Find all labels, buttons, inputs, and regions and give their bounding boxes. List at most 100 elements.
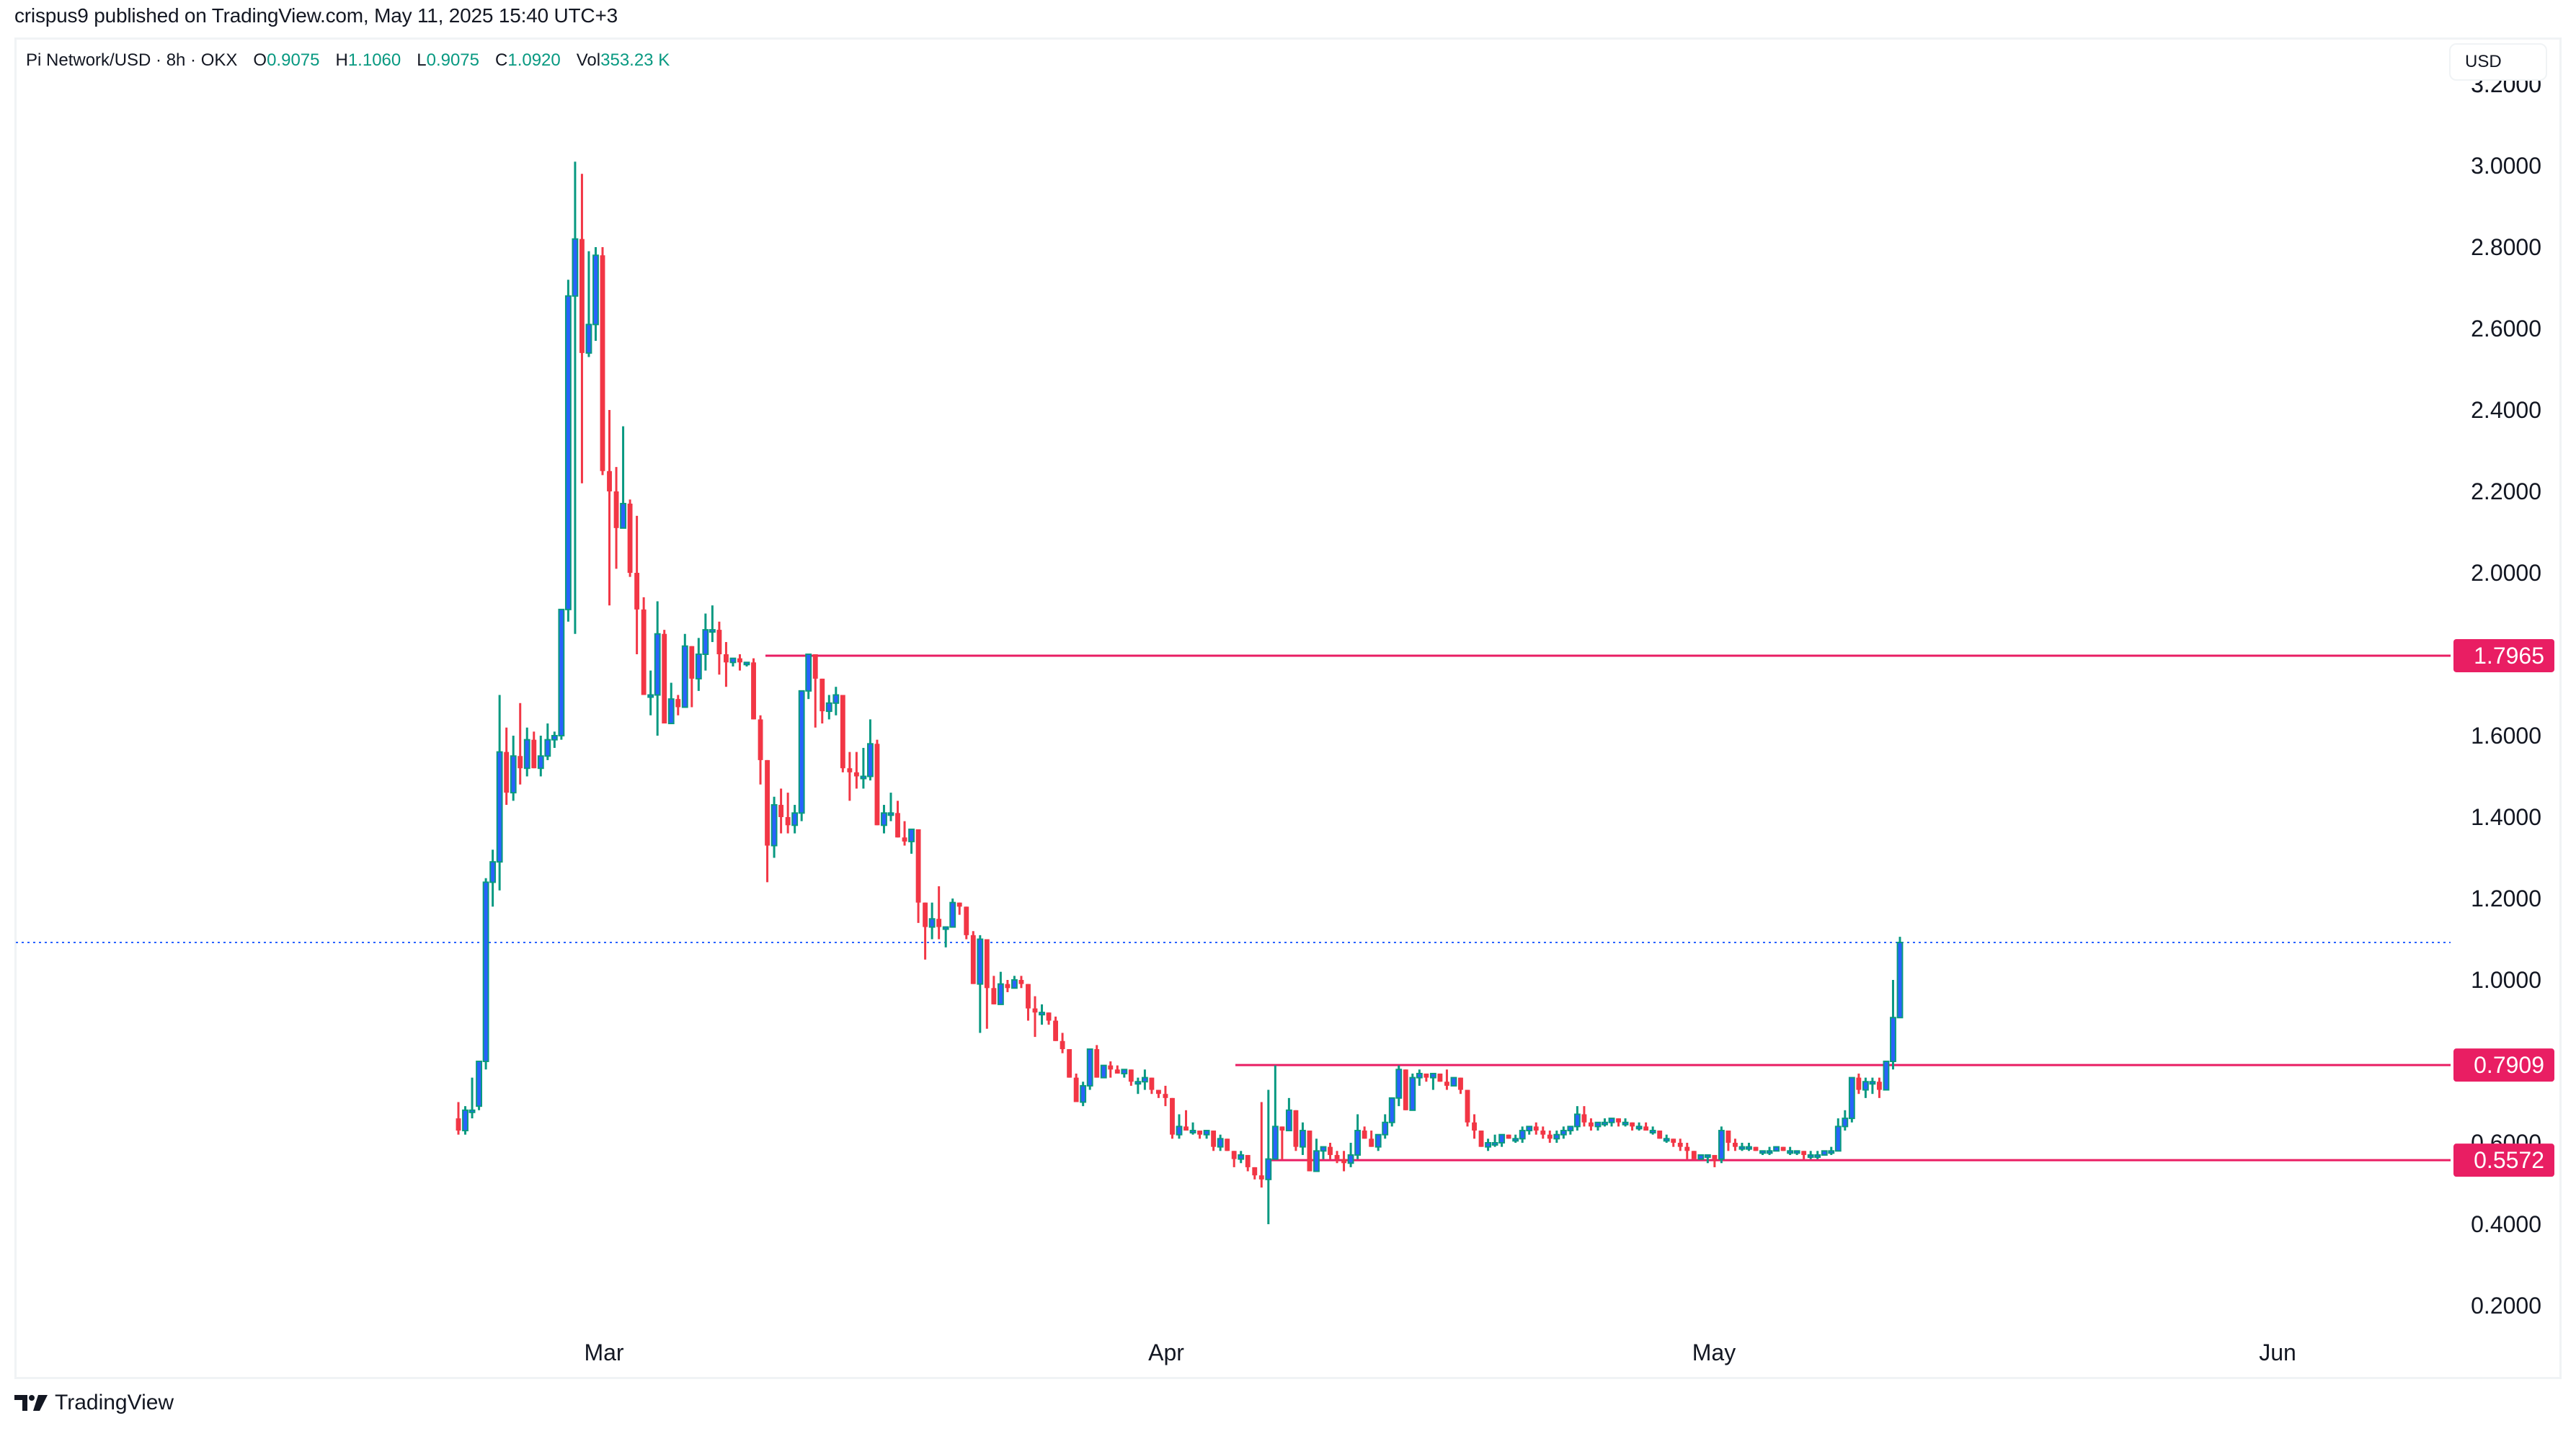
candle[interactable]	[1189, 1122, 1196, 1135]
candle[interactable]	[1011, 976, 1018, 989]
candle[interactable]	[462, 1106, 468, 1135]
candle[interactable]	[874, 739, 880, 826]
candle[interactable]	[1485, 1138, 1491, 1151]
candle[interactable]	[600, 247, 605, 476]
candle[interactable]	[1217, 1134, 1224, 1151]
candle[interactable]	[1320, 1146, 1327, 1159]
horizontal-levels[interactable]	[765, 654, 2451, 1162]
candle[interactable]	[991, 976, 997, 1004]
candle[interactable]	[902, 821, 907, 846]
candle[interactable]	[558, 608, 565, 740]
candle[interactable]	[751, 658, 756, 720]
candle[interactable]	[1856, 1073, 1862, 1095]
candle[interactable]	[689, 646, 695, 708]
candle[interactable]	[620, 426, 627, 529]
candle[interactable]	[1149, 1077, 1155, 1095]
tradingview-brand[interactable]: TradingView	[14, 1391, 174, 1415]
candle[interactable]	[1374, 1133, 1382, 1151]
candle[interactable]	[1121, 1069, 1128, 1078]
candle[interactable]	[531, 731, 537, 769]
candle[interactable]	[518, 703, 523, 785]
candle[interactable]	[1458, 1077, 1463, 1095]
price-axis[interactable]: 3.20003.00002.80002.60002.40002.20002.00…	[2471, 71, 2541, 1319]
candle[interactable]	[1506, 1134, 1511, 1139]
candle[interactable]	[1086, 1048, 1093, 1090]
candle[interactable]	[1395, 1065, 1403, 1107]
candle[interactable]	[984, 939, 990, 1029]
candle[interactable]	[1382, 1114, 1389, 1139]
candle[interactable]	[1005, 980, 1011, 992]
candle[interactable]	[523, 727, 530, 777]
candle[interactable]	[928, 902, 936, 940]
currency-button[interactable]: USD	[2449, 43, 2547, 81]
candle[interactable]	[832, 687, 840, 716]
candle[interactable]	[1354, 1114, 1362, 1159]
candle[interactable]	[1328, 1143, 1333, 1159]
candle[interactable]	[997, 971, 1004, 1005]
candle[interactable]	[758, 715, 763, 785]
candle[interactable]	[1334, 1151, 1340, 1164]
candle[interactable]	[1245, 1154, 1251, 1172]
candle[interactable]	[1197, 1131, 1202, 1139]
candle[interactable]	[1733, 1138, 1738, 1151]
candle[interactable]	[1170, 1097, 1175, 1139]
candle[interactable]	[820, 678, 825, 724]
candle[interactable]	[1060, 1033, 1065, 1053]
candle[interactable]	[1712, 1154, 1718, 1167]
candle[interactable]	[977, 935, 984, 1033]
candle[interactable]	[1347, 1143, 1354, 1167]
candle[interactable]	[1265, 1089, 1272, 1224]
candle[interactable]	[1478, 1131, 1484, 1147]
candle[interactable]	[1753, 1146, 1759, 1151]
candle[interactable]	[1271, 1065, 1279, 1160]
candle[interactable]	[702, 613, 709, 671]
candle[interactable]	[1512, 1134, 1519, 1143]
candle[interactable]	[1519, 1126, 1526, 1143]
candle[interactable]	[1547, 1131, 1553, 1143]
candle[interactable]	[695, 638, 702, 691]
symbol-title[interactable]: Pi Network/USD · 8h · OKX	[26, 50, 238, 70]
candle[interactable]	[1388, 1097, 1395, 1127]
candle[interactable]	[778, 788, 784, 834]
candle[interactable]	[1293, 1110, 1299, 1151]
candle[interactable]	[482, 878, 489, 1070]
candle[interactable]	[1437, 1073, 1443, 1082]
candle[interactable]	[1622, 1118, 1629, 1127]
candle[interactable]	[1560, 1126, 1567, 1139]
candle[interactable]	[847, 752, 853, 801]
candle[interactable]	[1369, 1131, 1374, 1147]
candle[interactable]	[915, 829, 921, 923]
candle[interactable]	[1780, 1146, 1786, 1151]
candle[interactable]	[825, 695, 832, 720]
candle[interactable]	[1341, 1151, 1346, 1172]
candle[interactable]	[812, 654, 818, 728]
candle[interactable]	[667, 682, 675, 725]
candle[interactable]	[551, 731, 558, 748]
candle[interactable]	[496, 695, 503, 891]
candle[interactable]	[1114, 1065, 1120, 1074]
candle[interactable]	[1697, 1154, 1705, 1160]
candle[interactable]	[1300, 1122, 1306, 1155]
candle[interactable]	[853, 752, 859, 789]
candle[interactable]	[908, 828, 915, 854]
candle[interactable]	[572, 161, 579, 634]
candle[interactable]	[1018, 976, 1024, 989]
candle[interactable]	[923, 902, 928, 960]
candle[interactable]	[1759, 1150, 1766, 1155]
candle[interactable]	[1094, 1045, 1100, 1078]
candle[interactable]	[1787, 1146, 1794, 1155]
candle[interactable]	[1362, 1126, 1367, 1139]
candle[interactable]	[1225, 1138, 1230, 1151]
candle[interactable]	[1553, 1131, 1560, 1143]
candle[interactable]	[1766, 1146, 1773, 1155]
candle[interactable]	[654, 601, 661, 736]
candle[interactable]	[1526, 1125, 1533, 1135]
candle[interactable]	[881, 805, 887, 834]
candle[interactable]	[936, 886, 942, 940]
candle[interactable]	[724, 642, 729, 687]
candle[interactable]	[1039, 1004, 1045, 1025]
candle[interactable]	[627, 499, 633, 577]
candle[interactable]	[634, 515, 640, 654]
candle[interactable]	[1801, 1151, 1807, 1159]
